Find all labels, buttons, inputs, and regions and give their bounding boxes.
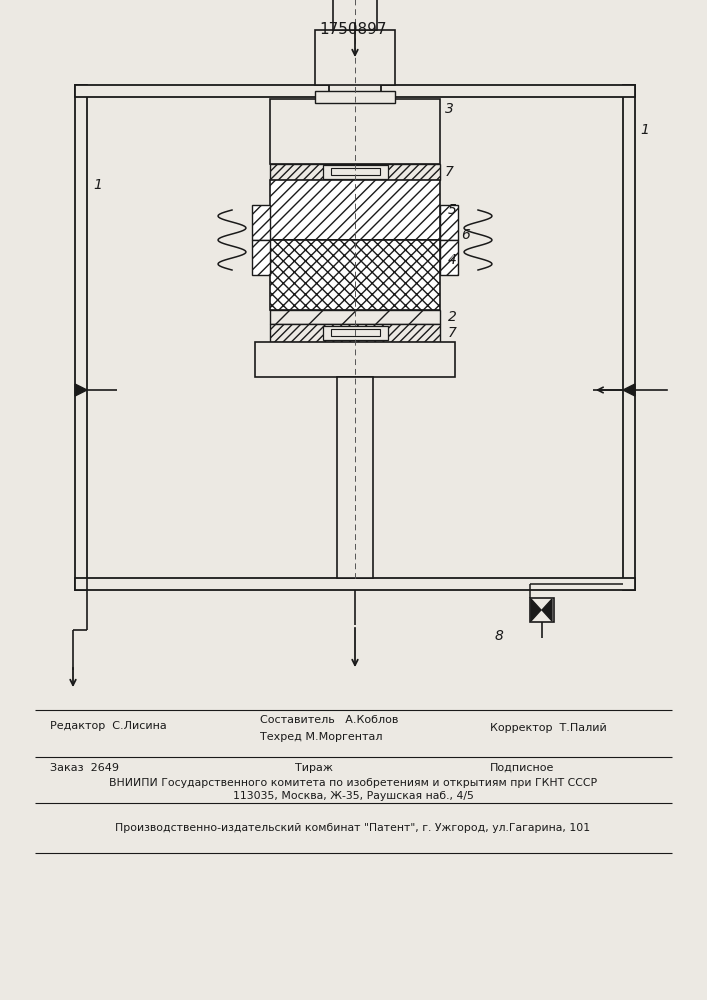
Bar bbox=[331, 168, 380, 175]
Bar bbox=[315, 30, 395, 85]
Text: Тираж: Тираж bbox=[295, 763, 333, 773]
Bar bbox=[381, 85, 635, 97]
Text: 5: 5 bbox=[448, 203, 457, 217]
Text: 8: 8 bbox=[495, 629, 504, 643]
Bar bbox=[337, 377, 373, 578]
Bar bbox=[530, 598, 554, 622]
Bar bbox=[75, 85, 329, 97]
Text: Составитель   А.Коблов: Составитель А.Коблов bbox=[260, 715, 398, 725]
Text: 1: 1 bbox=[93, 178, 102, 192]
Bar bbox=[270, 164, 440, 180]
Text: Корректор  Т.Палий: Корректор Т.Палий bbox=[490, 723, 607, 733]
Bar bbox=[252, 240, 270, 275]
Text: 3: 3 bbox=[445, 102, 454, 116]
Bar bbox=[270, 324, 440, 342]
Text: 1: 1 bbox=[640, 123, 649, 137]
Text: 2: 2 bbox=[448, 310, 457, 324]
Bar bbox=[333, 0, 377, 30]
Bar bbox=[75, 85, 87, 590]
Bar bbox=[252, 205, 270, 240]
Bar bbox=[623, 85, 635, 590]
Text: Техред М.Моргентал: Техред М.Моргентал bbox=[260, 732, 382, 742]
Polygon shape bbox=[75, 384, 87, 396]
Bar bbox=[323, 326, 388, 340]
Bar bbox=[255, 342, 455, 377]
Text: Редактор  С.Лисина: Редактор С.Лисина bbox=[50, 721, 167, 731]
Text: 7: 7 bbox=[445, 165, 454, 179]
Text: 1750897: 1750897 bbox=[320, 22, 387, 37]
Text: Производственно-издательский комбинат "Патент", г. Ужгород, ул.Гагарина, 101: Производственно-издательский комбинат "П… bbox=[115, 823, 590, 833]
Polygon shape bbox=[623, 384, 635, 396]
Polygon shape bbox=[542, 599, 552, 621]
Bar bbox=[440, 205, 458, 240]
Text: 113035, Москва, Ж-35, Раушская наб., 4/5: 113035, Москва, Ж-35, Раушская наб., 4/5 bbox=[233, 791, 474, 801]
Bar bbox=[270, 180, 440, 240]
Bar bbox=[331, 329, 380, 336]
Polygon shape bbox=[531, 599, 541, 621]
Text: Заказ  2649: Заказ 2649 bbox=[50, 763, 119, 773]
Bar bbox=[323, 165, 388, 179]
Text: 6: 6 bbox=[461, 228, 470, 242]
Bar bbox=[270, 240, 440, 310]
Bar bbox=[75, 578, 635, 590]
Bar bbox=[270, 310, 440, 324]
Bar bbox=[270, 99, 440, 164]
Bar bbox=[440, 240, 458, 275]
Bar bbox=[315, 91, 395, 103]
Text: 7: 7 bbox=[448, 326, 457, 340]
Text: 4: 4 bbox=[448, 253, 457, 267]
Text: ВНИИПИ Государственного комитета по изобретениям и открытиям при ГКНТ СССР: ВНИИПИ Государственного комитета по изоб… bbox=[109, 778, 597, 788]
Text: Подписное: Подписное bbox=[490, 763, 554, 773]
